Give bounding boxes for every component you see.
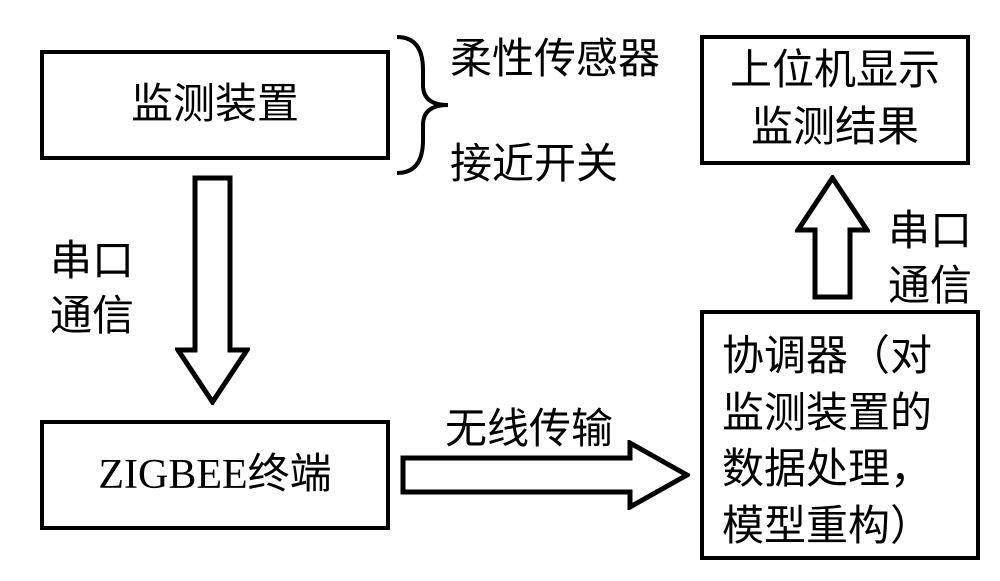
- monitor-device-text: 监测装置: [131, 77, 299, 134]
- serial-line1: 串口: [50, 235, 134, 290]
- arrow-down-icon: [175, 175, 250, 405]
- serial-line2: 通信: [50, 290, 134, 345]
- proximity-switch-label: 接近开关: [450, 130, 618, 191]
- wireless-label: 无线传输: [445, 395, 613, 456]
- brace-icon: [395, 35, 450, 175]
- coordinator-text: 协调器（对 监测装置的 数据处理， 模型重构）: [704, 314, 976, 571]
- monitor-device-box: 监测装置: [40, 50, 390, 160]
- coordinator-box: 协调器（对 监测装置的 数据处理， 模型重构）: [700, 310, 980, 560]
- host-display-box: 上位机显示 监测结果: [700, 35, 970, 165]
- zigbee-terminal-text: ZIGBEE终端: [98, 447, 331, 504]
- serial-comm-label-2: 串口 通信: [888, 205, 972, 314]
- flex-sensor-label: 柔性传感器: [450, 25, 660, 86]
- serial2-line2: 通信: [888, 260, 972, 315]
- serial2-line1: 串口: [888, 205, 972, 260]
- host-display-text: 上位机显示 监测结果: [730, 43, 940, 156]
- serial-comm-label-1: 串口 通信: [50, 235, 134, 344]
- zigbee-terminal-box: ZIGBEE终端: [40, 420, 390, 530]
- arrow-up-icon: [795, 175, 870, 300]
